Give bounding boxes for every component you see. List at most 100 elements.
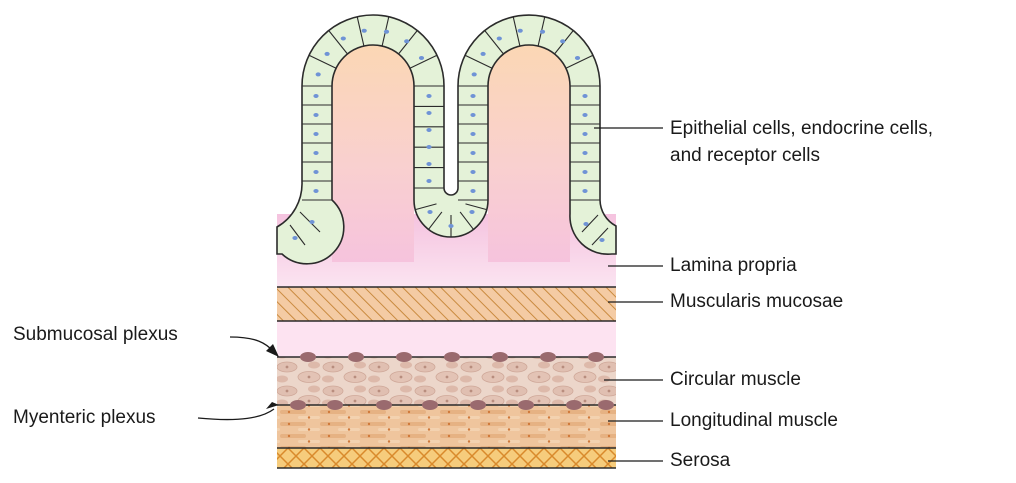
cell-nucleus: [426, 162, 432, 166]
myenteric-arrowhead: [266, 402, 279, 409]
cell-nucleus: [469, 210, 475, 214]
cell-wall: [356, 16, 365, 47]
cell-nucleus: [426, 128, 432, 132]
submucosal-plexus-node: [444, 352, 460, 362]
cell-nucleus: [582, 151, 588, 155]
villus-core-right: [488, 45, 570, 262]
cell-nucleus: [324, 51, 330, 56]
muscularis-mucosae-layer: [277, 287, 616, 321]
cell-nucleus: [313, 113, 319, 117]
cell-nucleus: [426, 179, 432, 183]
cell-wall: [308, 54, 337, 69]
cell-nucleus: [340, 36, 346, 41]
myenteric-plexus-node: [290, 400, 306, 410]
cell-nucleus: [471, 72, 477, 77]
epithelium-band: [276, 14, 617, 265]
cell-nucleus: [599, 238, 605, 242]
myenteric-plexus-node: [376, 400, 392, 410]
label-epithelial-line2: and receptor cells: [670, 145, 820, 166]
myenteric-plexus-node: [470, 400, 486, 410]
label-myenteric-plexus: Myenteric plexus: [13, 407, 156, 428]
cell-nucleus: [582, 189, 588, 193]
submucosal-plexus-node: [300, 352, 316, 362]
cell-nucleus: [582, 132, 588, 136]
cell-nucleus: [574, 56, 581, 60]
myenteric-plexus-node: [422, 400, 438, 410]
cell-nucleus: [470, 132, 476, 136]
label-epithelial-line1: Epithelial cells, endocrine cells,: [670, 118, 933, 139]
submucosa-layer: [277, 321, 616, 357]
cell-nucleus: [426, 94, 432, 98]
cell-nucleus: [470, 151, 476, 155]
circular-muscle-layer: [277, 357, 616, 405]
cell-nucleus: [309, 220, 315, 224]
cell-wall: [328, 30, 348, 55]
myenteric-plexus-node: [566, 400, 582, 410]
epithelium: [276, 14, 617, 265]
villus-core-left: [332, 45, 414, 262]
leader-lines: [594, 127, 663, 462]
cell-nucleus: [470, 94, 476, 98]
cell-nucleus: [470, 189, 476, 193]
submucosal-plexus-node: [492, 352, 508, 362]
cell-nucleus: [315, 72, 321, 77]
cell-wall: [289, 224, 306, 246]
cell-wall: [409, 54, 438, 69]
cell-nucleus: [313, 94, 319, 98]
cell-nucleus: [496, 36, 502, 41]
cell-nucleus: [418, 56, 425, 60]
cell-wall: [512, 16, 521, 47]
cell-nucleus: [313, 170, 319, 174]
cell-nucleus: [582, 170, 588, 174]
cell-nucleus: [448, 224, 454, 228]
cell-nucleus: [470, 170, 476, 174]
label-circular-muscle: Circular muscle: [670, 369, 801, 390]
longitudinal-muscle-layer: [277, 405, 616, 448]
cell-wall: [415, 203, 437, 211]
plexus-arrows: [197, 336, 275, 421]
label-serosa: Serosa: [670, 450, 731, 471]
cell-nucleus: [361, 28, 367, 33]
cell-nucleus: [292, 236, 298, 240]
cell-nucleus: [426, 145, 432, 149]
cell-wall: [428, 211, 443, 230]
cell-wall: [484, 30, 504, 55]
label-lamina-propria: Lamina propria: [670, 255, 797, 276]
serosa-layer: [277, 448, 616, 468]
cell-nucleus: [582, 94, 588, 98]
myenteric-plexus-node: [518, 400, 534, 410]
submucosal-plexus-node: [588, 352, 604, 362]
cell-nucleus: [383, 29, 390, 34]
cell-nucleus: [560, 39, 566, 44]
cell-nucleus: [313, 189, 319, 193]
label-longitudinal-muscle: Longitudinal muscle: [670, 410, 838, 431]
submucosal-plexus-node: [348, 352, 364, 362]
cell-nucleus: [427, 210, 433, 214]
cell-wall: [459, 211, 474, 230]
plexus-nodes: [290, 352, 614, 410]
submucosal-plexus-node: [396, 352, 412, 362]
cell-wall: [581, 214, 599, 233]
cell-nucleus: [470, 113, 476, 117]
label-muscularis-mucosae: Muscularis mucosae: [670, 291, 844, 312]
myenteric-plexus-node: [327, 400, 343, 410]
cell-nucleus: [480, 51, 486, 56]
cell-wall: [464, 54, 493, 69]
label-submucosal-plexus: Submucosal plexus: [13, 324, 178, 345]
cell-nucleus: [404, 39, 410, 44]
cell-wall: [591, 227, 609, 246]
myenteric-plexus-node: [598, 400, 614, 410]
submucosal-arrowhead: [266, 344, 279, 357]
myenteric-arrow: [197, 408, 275, 421]
cell-nucleus: [313, 132, 319, 136]
submucosal-plexus-node: [540, 352, 556, 362]
cell-nucleus: [313, 151, 319, 155]
cell-nucleus: [582, 113, 588, 117]
cell-nucleus: [539, 29, 546, 34]
cell-wall: [565, 54, 594, 69]
cell-nucleus: [583, 222, 589, 226]
cell-nucleus: [517, 28, 523, 33]
cell-nucleus: [426, 111, 432, 115]
